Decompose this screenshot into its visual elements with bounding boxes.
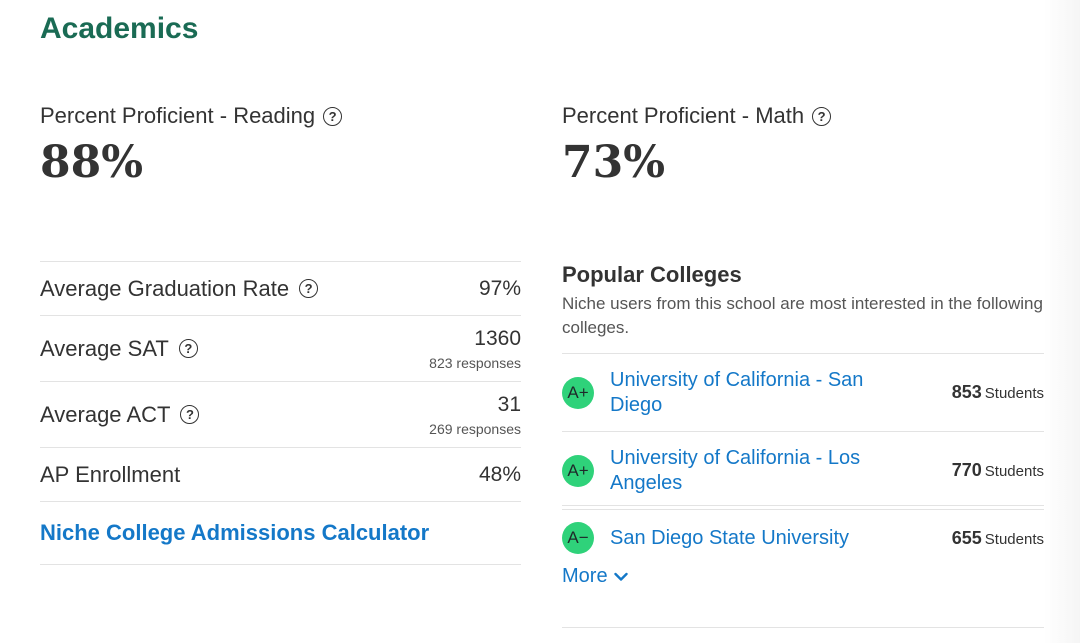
college-student-count: 853 Students (952, 382, 1044, 403)
help-icon[interactable]: ? (812, 106, 832, 126)
reading-proficiency-value: 88% (40, 137, 144, 188)
reading-proficiency-label-text: Percent Proficient - Reading (40, 103, 316, 128)
math-proficiency-label: Percent Proficient - Math ? (562, 103, 832, 129)
popular-colleges-description: Niche users from this school are most in… (562, 294, 1043, 337)
stat-row-ap: AP Enrollment 48% (40, 447, 521, 501)
college-link[interactable]: University of California - Los Angeles (610, 446, 861, 494)
more-button[interactable]: More (562, 565, 628, 588)
graduation-rate-value: 97% (478, 276, 521, 300)
student-count: 770 (951, 460, 982, 480)
sat-responses: 823 responses (429, 354, 521, 371)
stat-row-act: Average ACT ? 31 269 responses (40, 381, 521, 447)
college-link[interactable]: San Diego State University (610, 526, 850, 549)
more-label: More (562, 565, 608, 587)
act-value-block: 31 269 responses (429, 393, 521, 437)
academic-stats: Average Graduation Rate ? 97% Average SA… (40, 261, 521, 565)
student-unit: Students (984, 463, 1044, 480)
grade-badge: A+ (562, 376, 594, 409)
college-list: A+ University of California - San Diego … (562, 353, 1044, 566)
help-icon[interactable]: ? (299, 279, 319, 298)
sat-value-block: 1360 823 responses (429, 327, 521, 371)
help-icon[interactable]: ? (178, 339, 198, 358)
stat-label: Average ACT ? (40, 401, 200, 428)
college-item: A− San Diego State University 655 Student… (562, 509, 1044, 566)
grade-badge: A− (562, 522, 594, 554)
student-count: 655 (951, 527, 982, 548)
help-icon[interactable]: ? (323, 106, 343, 126)
act-label: Average ACT (40, 401, 171, 427)
help-icon[interactable]: ? (180, 405, 200, 424)
college-item: A+ University of California - Los Angele… (562, 431, 1044, 509)
divider (562, 505, 1044, 506)
admissions-calculator-link[interactable]: Niche College Admissions Calculator (40, 520, 430, 545)
chevron-down-icon (613, 572, 628, 581)
ap-enrollment-label: AP Enrollment (40, 461, 181, 487)
college-link[interactable]: University of California - San Diego (610, 368, 864, 416)
popular-colleges-title: Popular Colleges (562, 262, 742, 287)
more-row: More (562, 565, 628, 588)
college-student-count: 655 Students (952, 528, 1044, 549)
page-edge-shade (1044, 0, 1080, 643)
section-title: Academics (40, 12, 199, 45)
reading-proficiency-label: Percent Proficient - Reading ? (40, 103, 343, 129)
student-count: 853 (951, 382, 982, 402)
act-responses: 269 responses (429, 420, 521, 437)
graduation-rate-label: Average Graduation Rate (40, 275, 290, 301)
student-unit: Students (984, 385, 1044, 402)
grade-badge: A+ (562, 454, 594, 487)
act-value: 31 (497, 392, 521, 416)
stat-label: Average SAT ? (40, 336, 198, 362)
calculator-row: Niche College Admissions Calculator (40, 501, 521, 565)
stat-row-graduation: Average Graduation Rate ? 97% (40, 261, 521, 315)
student-unit: Students (984, 530, 1044, 548)
stat-label: AP Enrollment (40, 462, 180, 488)
math-proficiency-value: 73% (562, 137, 666, 188)
stat-label: Average Graduation Rate ? (40, 275, 319, 302)
popular-colleges: Popular Colleges Niche users from this s… (562, 262, 1044, 566)
college-student-count: 770 Students (952, 460, 1044, 481)
sat-value: 1360 (474, 326, 521, 350)
math-proficiency-label-text: Percent Proficient - Math (562, 103, 805, 128)
ap-enrollment-value: 48% (478, 462, 521, 486)
divider (562, 627, 1044, 628)
sat-label: Average SAT (40, 335, 169, 361)
stat-row-sat: Average SAT ? 1360 823 responses (40, 315, 521, 381)
college-item: A+ University of California - San Diego … (562, 353, 1044, 431)
